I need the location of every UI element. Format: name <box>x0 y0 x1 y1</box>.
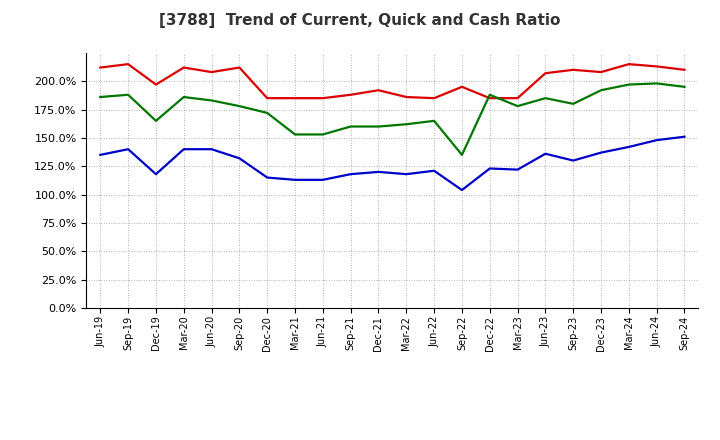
Cash Ratio <box>624 144 633 150</box>
Current Ratio <box>179 65 188 70</box>
Quick Ratio <box>291 132 300 137</box>
Cash Ratio <box>179 147 188 152</box>
Current Ratio <box>263 95 271 101</box>
Quick Ratio <box>624 82 633 87</box>
Current Ratio <box>235 65 243 70</box>
Current Ratio <box>318 95 327 101</box>
Cash Ratio <box>485 166 494 171</box>
Current Ratio <box>680 67 689 73</box>
Cash Ratio <box>652 137 661 143</box>
Current Ratio <box>652 64 661 69</box>
Quick Ratio <box>430 118 438 124</box>
Current Ratio <box>458 84 467 89</box>
Current Ratio <box>597 70 606 75</box>
Cash Ratio <box>680 134 689 139</box>
Quick Ratio <box>346 124 355 129</box>
Quick Ratio <box>597 88 606 93</box>
Current Ratio <box>346 92 355 97</box>
Line: Cash Ratio: Cash Ratio <box>100 137 685 190</box>
Current Ratio <box>96 65 104 70</box>
Current Ratio <box>207 70 216 75</box>
Quick Ratio <box>569 101 577 106</box>
Cash Ratio <box>569 158 577 163</box>
Quick Ratio <box>124 92 132 97</box>
Cash Ratio <box>346 172 355 177</box>
Cash Ratio <box>235 156 243 161</box>
Quick Ratio <box>318 132 327 137</box>
Current Ratio <box>624 62 633 67</box>
Quick Ratio <box>207 98 216 103</box>
Current Ratio <box>152 82 161 87</box>
Text: [3788]  Trend of Current, Quick and Cash Ratio: [3788] Trend of Current, Quick and Cash … <box>159 13 561 28</box>
Cash Ratio <box>597 150 606 155</box>
Quick Ratio <box>513 103 522 109</box>
Quick Ratio <box>485 92 494 97</box>
Cash Ratio <box>458 187 467 193</box>
Cash Ratio <box>124 147 132 152</box>
Cash Ratio <box>152 172 161 177</box>
Cash Ratio <box>513 167 522 172</box>
Cash Ratio <box>541 151 550 156</box>
Quick Ratio <box>402 121 410 127</box>
Current Ratio <box>430 95 438 101</box>
Cash Ratio <box>430 168 438 173</box>
Current Ratio <box>374 88 383 93</box>
Quick Ratio <box>96 95 104 100</box>
Cash Ratio <box>96 152 104 158</box>
Current Ratio <box>124 62 132 67</box>
Line: Current Ratio: Current Ratio <box>100 64 685 98</box>
Cash Ratio <box>318 177 327 183</box>
Current Ratio <box>291 95 300 101</box>
Cash Ratio <box>402 172 410 177</box>
Current Ratio <box>541 70 550 76</box>
Quick Ratio <box>263 110 271 116</box>
Quick Ratio <box>458 152 467 158</box>
Quick Ratio <box>152 118 161 124</box>
Cash Ratio <box>291 177 300 183</box>
Quick Ratio <box>235 103 243 109</box>
Current Ratio <box>569 67 577 73</box>
Quick Ratio <box>179 95 188 100</box>
Line: Quick Ratio: Quick Ratio <box>100 84 685 155</box>
Quick Ratio <box>541 95 550 101</box>
Cash Ratio <box>263 175 271 180</box>
Quick Ratio <box>374 124 383 129</box>
Cash Ratio <box>374 169 383 175</box>
Current Ratio <box>485 95 494 101</box>
Current Ratio <box>513 95 522 101</box>
Current Ratio <box>402 95 410 100</box>
Quick Ratio <box>680 84 689 89</box>
Quick Ratio <box>652 81 661 86</box>
Cash Ratio <box>207 147 216 152</box>
